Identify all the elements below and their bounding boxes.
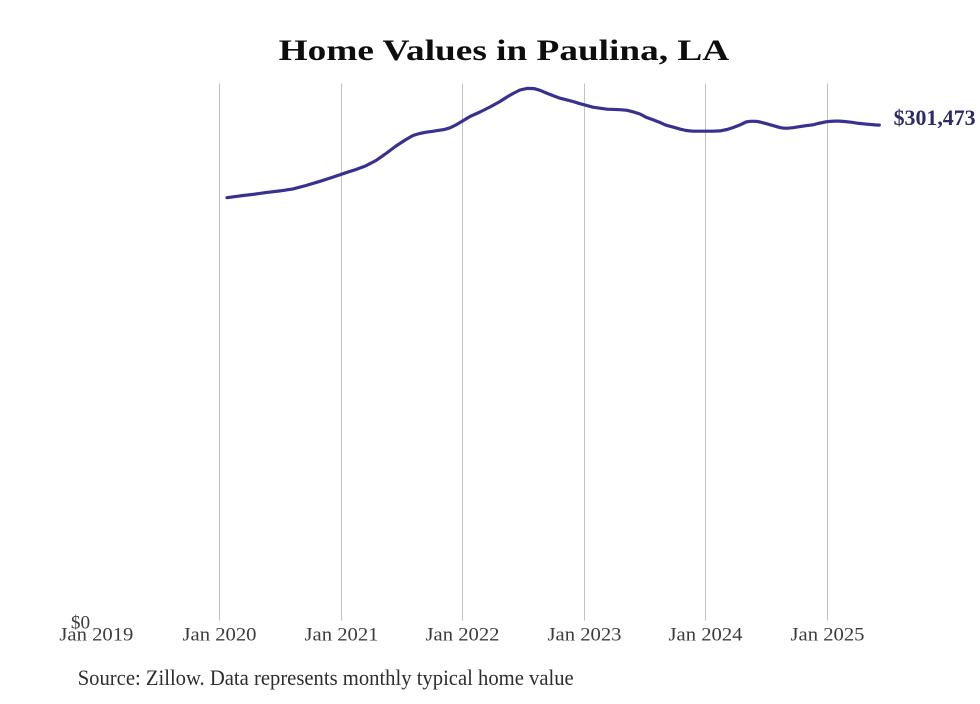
svg-text:Jan 2025: Jan 2025 (791, 625, 865, 646)
svg-text:Home Values in Paulina, LA: Home Values in Paulina, LA (279, 34, 730, 67)
svg-text:Jan 2020: Jan 2020 (183, 625, 257, 646)
svg-text:Source: Zillow. Data represent: Source: Zillow. Data represents monthly … (78, 665, 574, 690)
svg-text:$301,473: $301,473 (894, 106, 976, 130)
svg-text:Jan 2021: Jan 2021 (305, 625, 379, 646)
svg-text:Jan 2023: Jan 2023 (548, 625, 622, 646)
svg-text:Jan 2019: Jan 2019 (59, 625, 133, 646)
svg-text:$0: $0 (71, 613, 90, 634)
svg-text:Jan 2024: Jan 2024 (669, 625, 744, 646)
svg-text:Jan 2022: Jan 2022 (426, 625, 500, 646)
